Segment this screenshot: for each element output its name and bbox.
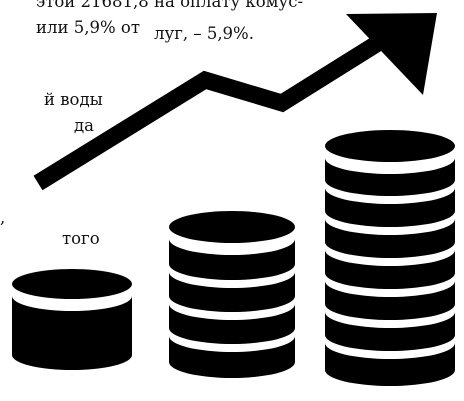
coin-stack-small [12, 269, 132, 370]
left-text-line-6: того [62, 229, 100, 248]
coin-stacks-icon [12, 130, 455, 386]
trend-up-arrow-icon [33, 13, 437, 191]
coin-stack-large [325, 130, 455, 386]
left-text-line-1: этой 21681,8 [36, 0, 149, 11]
left-text-line-3: й воды [44, 90, 103, 109]
left-text-line-2: или 5,9% от [36, 18, 140, 37]
right-text-line-2: луг, – 5,9%. [154, 24, 254, 43]
left-text-line-5: , [0, 208, 6, 227]
coin-stack-medium [169, 211, 295, 378]
left-text-line-4: да [74, 116, 94, 135]
right-text-line-1: на оплату комус- [154, 0, 304, 11]
